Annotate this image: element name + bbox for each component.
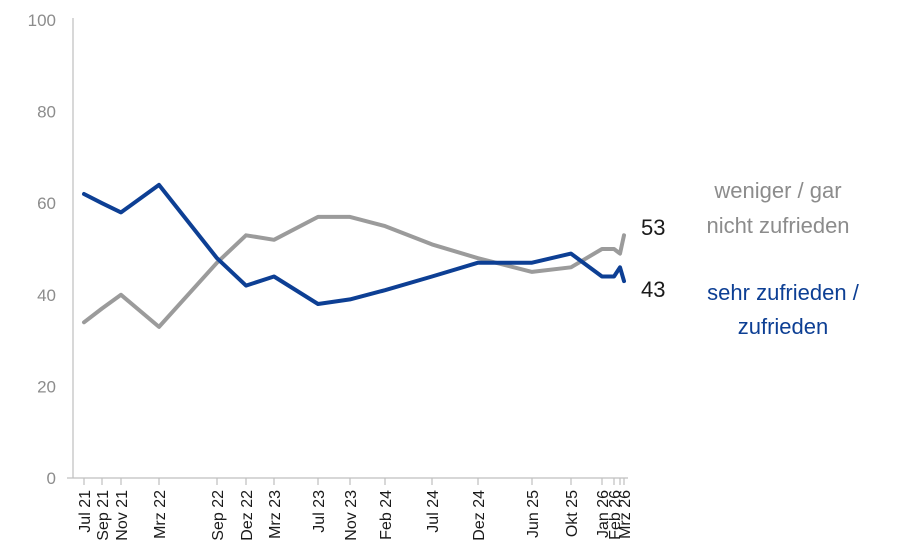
y-tick-label: 40 — [37, 286, 56, 305]
x-tick-label: Mrz 26 — [617, 490, 634, 539]
series-name-label: weniger / gar — [713, 178, 841, 203]
x-tick-label: Feb 26 — [607, 490, 624, 540]
x-tick-label: Sep 22 — [210, 490, 227, 541]
x-tick-label: Jul 21 — [77, 490, 94, 533]
y-tick-label: 100 — [28, 11, 56, 30]
x-tick-label: Nov 21 — [114, 490, 131, 541]
series-line-unzufrieden — [82, 214, 626, 329]
x-axis-ticks: Jul 21 Sep 21 Nov 21 Mrz 22 Sep 22 Dez 22 Mrz … — [77, 478, 634, 541]
x-tick-label: Jul 24 — [425, 490, 442, 533]
series-name-label: sehr zufrieden / — [707, 280, 860, 305]
series-lines — [82, 182, 626, 329]
y-tick-label: 0 — [47, 469, 56, 488]
x-tick-label: Dez 24 — [471, 490, 488, 541]
y-tick-label: 60 — [37, 194, 56, 213]
x-tick-label: Jan 26 — [595, 490, 612, 538]
series-end-value: 53 — [641, 215, 665, 240]
series-labels: 53 weniger / gar nicht zufrieden 43 sehr zuf… — [641, 178, 860, 339]
series-line-zufrieden — [82, 182, 626, 306]
x-tick-label: Nov 23 — [343, 490, 360, 541]
x-tick-label: Sep 21 — [95, 490, 112, 541]
y-axis-ticks: 0 20 40 60 80 100 — [28, 11, 56, 488]
y-tick-label: 20 — [37, 377, 56, 396]
x-tick-label: Jul 23 — [311, 490, 328, 533]
series-name-label: zufrieden — [738, 314, 829, 339]
chart-axes — [67, 18, 628, 479]
y-tick-label: 80 — [37, 103, 56, 122]
x-tick-label: Feb 24 — [378, 490, 395, 540]
x-tick-label: Okt 25 — [564, 490, 581, 537]
x-tick-label: Mrz 22 — [152, 490, 169, 539]
series-name-label: nicht zufrieden — [706, 213, 849, 238]
x-tick-label: Jun 25 — [525, 490, 542, 538]
series-end-value: 43 — [641, 277, 665, 302]
x-tick-label: Dez 22 — [239, 490, 256, 541]
x-tick-label: Mrz 23 — [267, 490, 284, 539]
